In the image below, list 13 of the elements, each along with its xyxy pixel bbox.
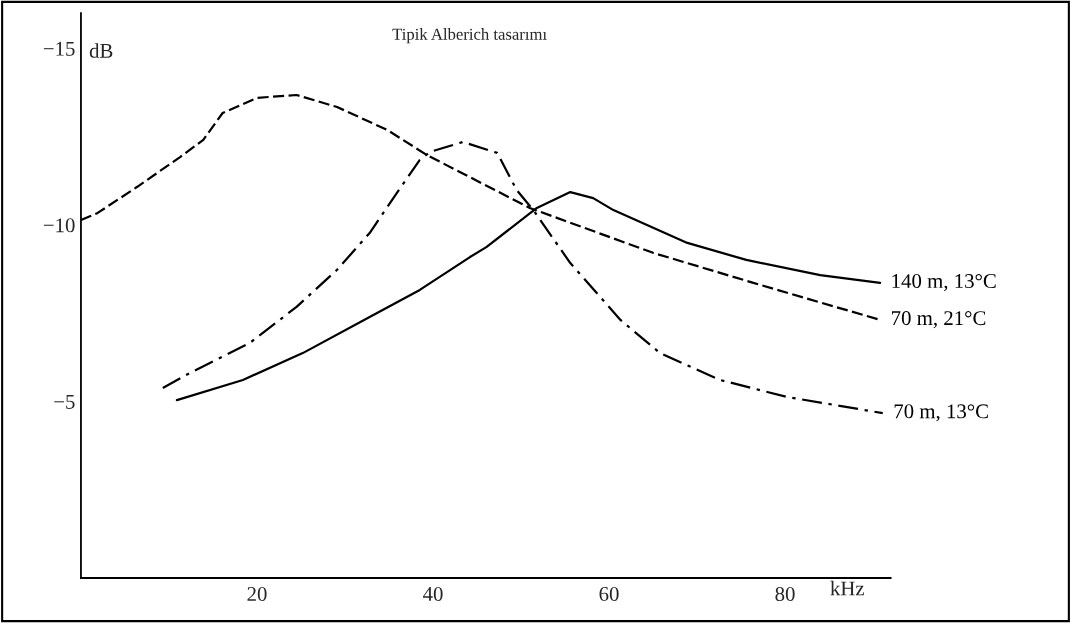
y-axis-title: dB [89, 43, 113, 58]
series-label: 70 m, 21°C [892, 311, 986, 329]
x-tick-label: 20 [247, 586, 267, 602]
x-tick-label: 40 [422, 586, 443, 602]
y-tick-label: −10 [43, 218, 75, 233]
y-tick-label: −15 [43, 41, 75, 56]
x-tick-label: 80 [775, 586, 795, 602]
series-label: 140 m, 13°C [892, 274, 996, 292]
x-axis-title: kHz [830, 580, 865, 596]
x-tick-label: 60 [599, 586, 619, 602]
y-tick-label: −5 [54, 395, 75, 409]
series-label: 70 m, 13°C [894, 404, 988, 422]
text: Tipik Alberich tasarımı [392, 28, 547, 44]
